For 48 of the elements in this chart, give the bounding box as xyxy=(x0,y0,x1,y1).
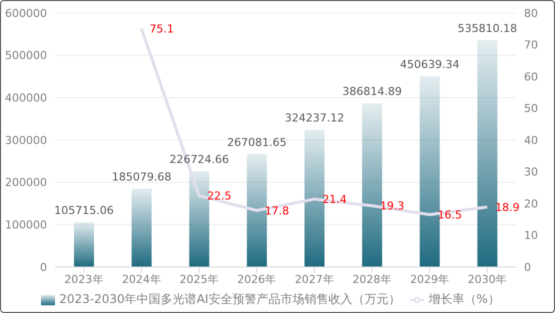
data-label: 535810.18 xyxy=(458,22,518,36)
y-tick-label: 400000 xyxy=(5,92,47,105)
data-label: 16.5 xyxy=(438,208,462,222)
y-tick-label: 500000 xyxy=(5,49,47,62)
x-tick-label: 2027年 xyxy=(294,272,334,286)
data-label: 267081.65 xyxy=(227,136,287,149)
x-tick-label: 2029年 xyxy=(410,272,450,286)
x-tick-label: 2028年 xyxy=(352,272,392,286)
y-tick-label: 100000 xyxy=(5,218,47,232)
y2-tick-label: 50 xyxy=(524,102,538,116)
x-tick-label: 2026年 xyxy=(237,272,276,286)
data-label: 450639.34 xyxy=(400,58,460,72)
data-label: 105715.06 xyxy=(54,204,114,218)
bar xyxy=(362,103,382,267)
y2-tick-label: 0 xyxy=(524,260,531,274)
data-label: 226724.66 xyxy=(170,153,229,166)
data-label: 17.8 xyxy=(264,204,290,218)
x-tick-label: 2024年 xyxy=(122,272,161,286)
y2-tick-label: 20 xyxy=(524,197,538,210)
x-tick-label: 2023年 xyxy=(64,272,104,286)
y2-tick-label: 70 xyxy=(524,38,538,52)
y-tick-label: 600000 xyxy=(5,6,47,20)
data-label: 324237.12 xyxy=(284,112,344,125)
y2-tick-label: 60 xyxy=(524,70,538,84)
data-label: 386814.89 xyxy=(342,85,402,98)
bar xyxy=(189,171,210,267)
bar xyxy=(74,222,94,267)
data-label: 75.1 xyxy=(149,22,174,36)
legend-label: 2023-2030年中国多光谱AI安全预警产品市场销售收入（万元） xyxy=(59,292,400,306)
bar xyxy=(304,130,324,267)
bar xyxy=(246,154,267,267)
legend-label: 增长率（%） xyxy=(428,292,500,306)
y2-tick-label: 80 xyxy=(524,6,538,20)
data-label: 185079.68 xyxy=(112,170,172,184)
x-tick-label: 2030年 xyxy=(468,272,507,286)
y2-tick-label: 10 xyxy=(524,229,538,242)
bar xyxy=(477,40,498,267)
bar xyxy=(132,188,152,267)
y-tick-label: 0 xyxy=(40,260,47,274)
y2-tick-label: 30 xyxy=(524,166,538,179)
y2-tick-label: 40 xyxy=(524,134,538,147)
y-tick-label: 200000 xyxy=(5,176,47,190)
data-label: 22.5 xyxy=(207,189,232,202)
bar xyxy=(420,76,440,267)
x-tick-label: 2025年 xyxy=(180,272,219,286)
data-label: 21.4 xyxy=(322,192,347,206)
data-label: 19.3 xyxy=(380,200,404,213)
y-tick-label: 300000 xyxy=(5,134,47,147)
